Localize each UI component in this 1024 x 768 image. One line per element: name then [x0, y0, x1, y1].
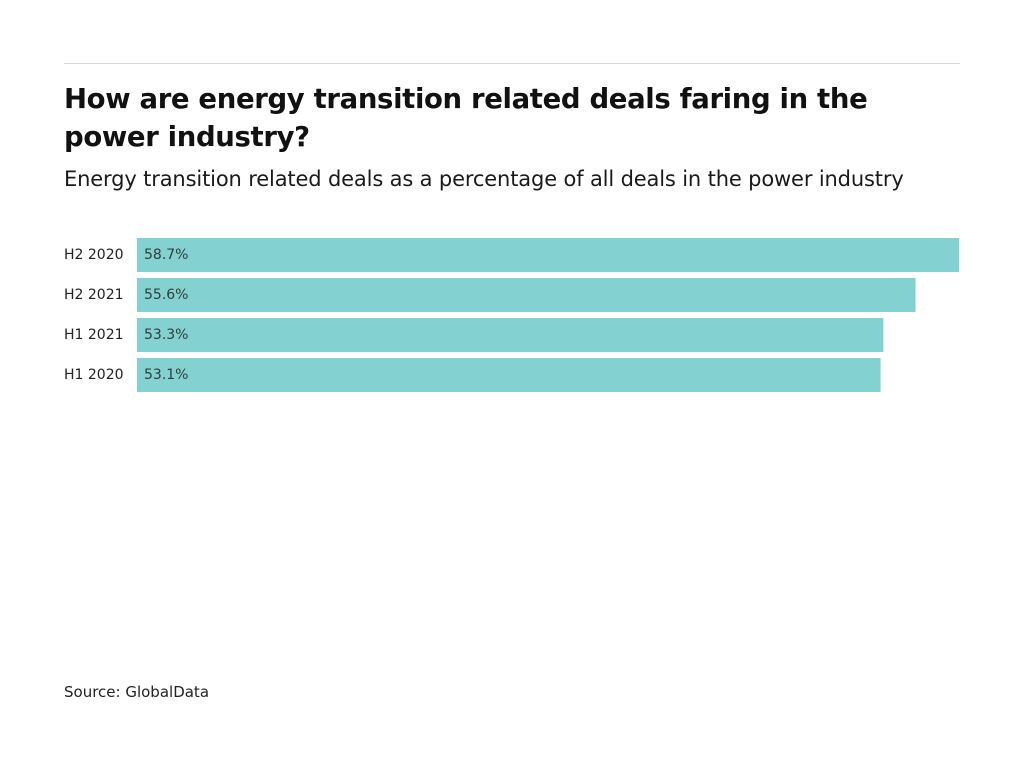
bar-h1-2021	[137, 318, 884, 352]
bar-h1-2020	[137, 358, 881, 392]
category-label: H2 2020	[64, 247, 124, 263]
bar-h2-2021	[137, 278, 916, 312]
value-label: 53.3%	[144, 327, 188, 343]
value-label: 55.6%	[144, 287, 188, 303]
category-label: H1 2021	[64, 327, 124, 343]
chart-subtitle: Energy transition related deals as a per…	[64, 167, 904, 191]
top-divider	[64, 63, 960, 64]
category-label: H1 2020	[64, 367, 124, 383]
category-label: H2 2021	[64, 287, 124, 303]
chart-title: How are energy transition related deals …	[64, 83, 868, 153]
value-label: 53.1%	[144, 367, 188, 383]
bar-h2-2020	[137, 238, 959, 272]
source-note: Source: GlobalData	[64, 683, 210, 701]
value-label: 58.7%	[144, 247, 188, 263]
